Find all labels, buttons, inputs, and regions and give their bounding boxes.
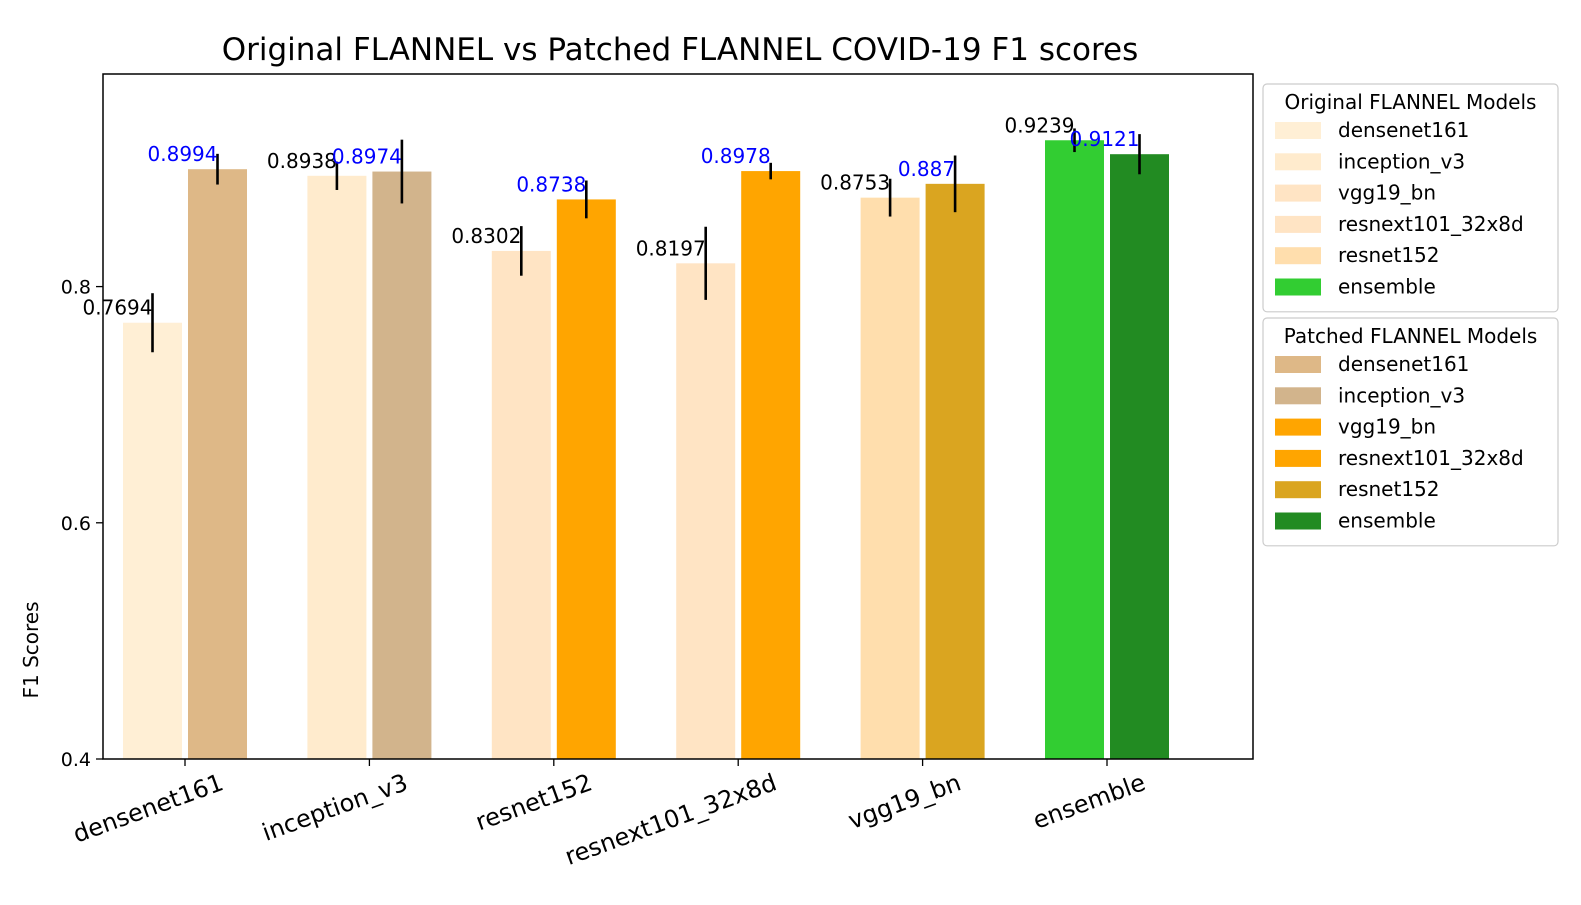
bar-value-label: 0.887 — [898, 157, 955, 181]
bar — [1110, 154, 1169, 759]
legend-swatch — [1275, 449, 1321, 467]
legend-title: Patched FLANNEL Models — [1284, 324, 1538, 348]
plot-frame — [102, 73, 1254, 760]
x-axis: densenet161 inception_v3 resnet152resnext1… — [69, 759, 1149, 871]
bar-value-label: 0.7694 — [83, 296, 153, 320]
bar-value-label: 0.9121 — [1070, 127, 1140, 151]
legend-label: inception_v3 — [1338, 149, 1465, 173]
bar — [123, 322, 182, 759]
bar — [925, 183, 985, 760]
bar-value-label: 0.8974 — [332, 145, 402, 169]
legend-swatch — [1275, 215, 1321, 233]
y-tick-label: 0.8 — [61, 277, 91, 299]
x-tick-label: resnet152 — [472, 768, 596, 836]
legend-label: vgg19_bn — [1338, 415, 1436, 439]
legends: Original FLANNEL Models densenet161 incept… — [1262, 83, 1559, 547]
bar — [1045, 140, 1104, 759]
legend-swatch — [1275, 247, 1321, 265]
x-tick-label: inception_v3 — [259, 768, 412, 846]
y-tick-label: 0.4 — [61, 749, 91, 771]
chart-title: Original FLANNEL vs Patched FLANNEL COVI… — [222, 32, 1139, 68]
bar — [741, 171, 801, 759]
legend-label: resnext101_32x8d — [1338, 212, 1524, 236]
x-tick-label: vgg19_bn — [845, 768, 965, 835]
legend-label: ensemble — [1338, 509, 1436, 533]
legend-label: densenet161 — [1338, 352, 1469, 376]
legend-swatch — [1275, 356, 1321, 373]
legend-label: vgg19_bn — [1338, 181, 1436, 205]
legend-swatch — [1275, 481, 1321, 499]
bar-value-label: 0.8938 — [267, 149, 337, 173]
legend-label: ensemble — [1338, 275, 1436, 299]
bar — [307, 175, 367, 759]
x-tick-label: densenet161 — [69, 768, 227, 848]
bar — [556, 199, 616, 760]
legend-swatch — [1275, 184, 1321, 202]
legend-box — [1262, 317, 1559, 547]
bar-value-label: 0.8197 — [636, 236, 706, 260]
legend-swatch — [1275, 122, 1321, 139]
y-axis: 0.4 0.6 0.8 — [61, 277, 103, 771]
legend-label: densenet161 — [1338, 118, 1469, 142]
legend-swatch — [1275, 387, 1321, 405]
bar — [188, 169, 247, 759]
bar-value-label: 0.8978 — [701, 144, 771, 168]
bar-value-label: 0.8994 — [148, 142, 218, 166]
y-axis-label: F1 Scores — [19, 601, 43, 698]
y-tick-label: 0.6 — [61, 513, 91, 535]
legend-label: resnet152 — [1338, 477, 1440, 501]
legend-title: Original FLANNEL Models — [1285, 90, 1537, 114]
legend-label: inception_v3 — [1338, 383, 1465, 407]
bar-value-label: 0.9239 — [1005, 113, 1075, 137]
legend-label: resnext101_32x8d — [1338, 446, 1524, 470]
bar-value-label: 0.8738 — [516, 172, 586, 196]
legend-box — [1262, 83, 1559, 313]
legend-swatch — [1275, 153, 1321, 171]
bar-value-label: 0.8302 — [451, 224, 521, 248]
legend-label: resnet152 — [1338, 243, 1440, 267]
x-tick-label: ensemble — [1029, 768, 1149, 834]
legend-swatch — [1275, 512, 1321, 530]
legend-swatch — [1275, 278, 1321, 296]
bar — [860, 197, 920, 760]
legend-swatch — [1275, 418, 1321, 436]
bar — [372, 171, 432, 759]
x-tick-label: resnext101_32x8d — [561, 768, 780, 871]
bar — [491, 250, 551, 760]
bar-value-label: 0.8753 — [820, 171, 890, 195]
bar — [676, 263, 736, 759]
